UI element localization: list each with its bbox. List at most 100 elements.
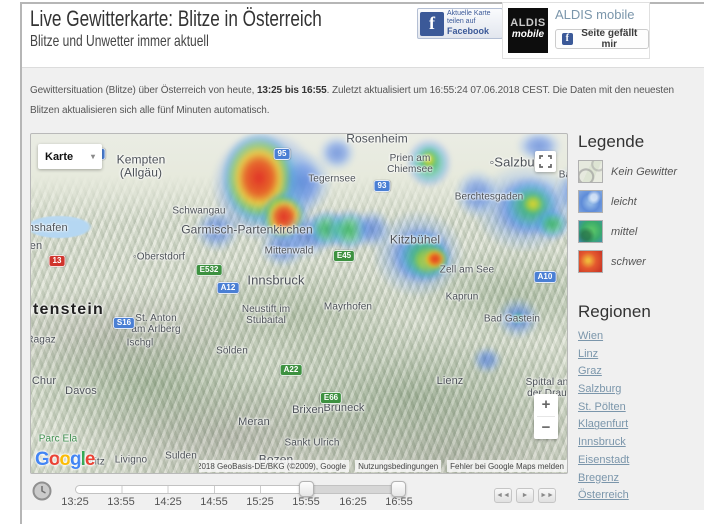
clock-icon [32, 481, 52, 501]
map-label: Zell am See [439, 264, 495, 276]
map-label: Ragaz [31, 334, 56, 346]
map-label: ntenstein [30, 301, 104, 319]
legend-swatch [578, 250, 603, 273]
legend-item: Kein Gewitter [578, 160, 677, 183]
region-link[interactable]: Graz [578, 365, 602, 378]
play-button[interactable]: ► [516, 488, 534, 503]
map-attribution: Kartendaten © 2018 GeoBasis-DE/BKG (©200… [199, 459, 567, 473]
facebook-share-button[interactable]: f Aktuelle Karte teilen auf Facebook [417, 8, 503, 39]
zoom-out-button[interactable]: − [541, 419, 551, 436]
fullscreen-button[interactable] [535, 151, 556, 172]
region-link[interactable]: Wien [578, 330, 604, 342]
map-label: Bad Gastein [483, 313, 541, 325]
zoom-in-button[interactable]: + [541, 396, 551, 413]
map-label: Sulden [165, 450, 197, 462]
map-label: Sankt Ulrich [284, 437, 340, 449]
regions-list: Wien Linz Graz Salzburg St. Pölten Klage… [578, 330, 629, 507]
legend-label: schwer [611, 255, 646, 268]
map-label: Bruneck [323, 401, 365, 414]
map[interactable]: Kempten (Allgäu) Rosenheim Prien am Chie… [30, 133, 568, 474]
timeline-tick-label: 13:55 [107, 496, 135, 508]
terms-link[interactable]: Nutzungsbedingungen [355, 460, 442, 472]
map-label: Schwangau [172, 205, 226, 217]
window-border-left [20, 2, 22, 524]
map-label: Kaprun [445, 291, 479, 303]
timeline-tick-label: 15:25 [246, 496, 274, 508]
slider-handle-start[interactable] [299, 481, 314, 497]
heat-blob [194, 208, 240, 252]
timeline-tick-label: 16:25 [339, 496, 367, 508]
header: Live Gewitterkarte: Blitze in Österreich… [22, 2, 704, 67]
map-label: Lienz [436, 374, 464, 387]
map-label: Sölden [216, 345, 248, 357]
heat-blob [318, 135, 356, 171]
legend-label: leicht [611, 195, 637, 208]
playback-controls: ◄◄ ► ►► [494, 488, 556, 503]
heat-blob [454, 169, 500, 219]
region-link[interactable]: Linz [578, 347, 599, 360]
road-badge: E45 [332, 250, 356, 262]
map-type-label: Karte [45, 150, 74, 163]
map-label: ◦Salzburg [489, 154, 547, 170]
chevron-down-icon: ▾ [90, 152, 95, 161]
rewind-button[interactable]: ◄◄ [494, 488, 512, 503]
legend-label: Kein Gewitter [611, 165, 678, 178]
map-label: Rosenheim [346, 133, 408, 146]
facebook-like-button[interactable]: f Seite gefällt mir [555, 28, 649, 50]
legend-list: Kein Gewitter leicht mittel schwer [578, 160, 677, 280]
aldis-logo: ALDIS mobile [508, 8, 548, 53]
map-label: Garmisch-Partenkirchen [181, 222, 313, 237]
status-time-range: 13:25 bis 16:55 [256, 85, 327, 96]
heat-blob [510, 311, 526, 325]
map-label: ◦Oberstdorf [133, 251, 185, 263]
road-badge: 13 [48, 255, 66, 267]
map-label: Mayrhofen [323, 301, 373, 313]
timeline-tick-label: 16:55 [385, 496, 413, 508]
sidebar: Legende Kein Gewitter leicht mittel [578, 68, 704, 511]
map-label: Moritz [77, 456, 105, 468]
aldis-card: ALDIS mobile ALDIS mobile f Seite gefäll… [502, 2, 650, 59]
legend-item: schwer [578, 250, 677, 273]
map-label: Brixen [292, 403, 324, 416]
road-badge: A12 [216, 282, 240, 294]
like-button-label: Seite gefällt mir [581, 28, 638, 50]
content-area: Gewittersituation (Blitze) über Österrei… [22, 67, 704, 510]
heat-blob [472, 346, 502, 374]
window-border-top [20, 2, 704, 4]
map-label: Kitzbühel [389, 232, 441, 247]
divider [537, 416, 555, 417]
forward-button[interactable]: ►► [538, 488, 556, 503]
region-link[interactable]: Innsbruck [578, 436, 626, 449]
road-badge: 93 [373, 180, 391, 192]
map-label: Ba [558, 169, 567, 181]
road-badge: E66 [319, 392, 343, 404]
map-label: en [30, 239, 43, 252]
map-label: Meran [238, 415, 270, 428]
region-link[interactable]: Salzburg [578, 383, 622, 396]
region-link[interactable]: Eisenstadt [578, 453, 630, 466]
slider-handle-end[interactable] [391, 481, 406, 497]
map-label: chshafen [31, 221, 68, 234]
map-zoom-control: + − [534, 394, 558, 439]
map-label: Prien am Chiemsee [387, 152, 433, 175]
region-link[interactable]: St. Pölten [578, 400, 626, 413]
legend-swatch [578, 220, 603, 243]
road-badge: 95 [273, 148, 291, 160]
map-label: Livigno [114, 454, 148, 466]
map-label: Spittal an der Drau [525, 376, 568, 399]
heat-blob [534, 208, 567, 240]
report-error-link[interactable]: Fehler bei Google Maps melden [447, 460, 567, 472]
map-label: St. Anton am Arlberg [131, 312, 181, 335]
timeline-selected-range[interactable] [306, 485, 399, 494]
timeline: 13:25 13:55 14:25 14:55 15:25 15:55 16:2… [22, 479, 704, 511]
aldis-mobile-link[interactable]: ALDIS mobile [555, 7, 635, 22]
region-link[interactable]: Österreich [578, 489, 629, 502]
map-label: Mittenwald [264, 245, 314, 257]
map-label: Neustift im Stubaital [241, 303, 291, 326]
map-type-selector[interactable]: Karte ▾ [38, 144, 102, 169]
road-badge: A22 [279, 364, 303, 376]
region-link[interactable]: Klagenfurt [578, 418, 629, 431]
region-link[interactable]: Bregenz [578, 471, 619, 484]
google-logo[interactable]: Google [35, 449, 95, 470]
map-label: Tegernsee [308, 173, 356, 185]
